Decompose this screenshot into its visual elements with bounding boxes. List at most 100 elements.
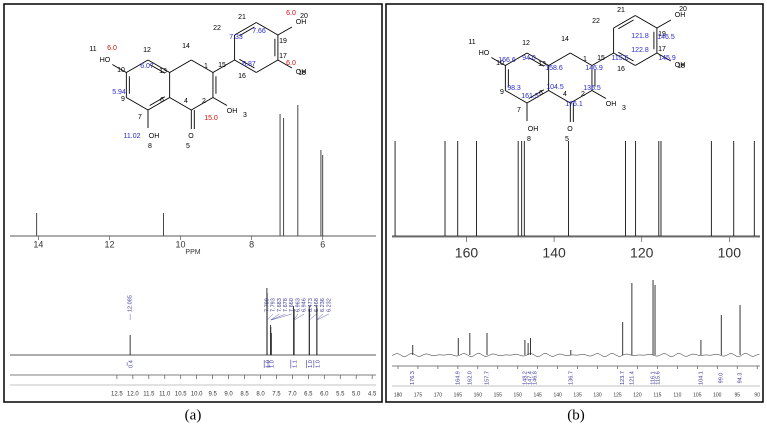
shift-label: 94.0 bbox=[522, 55, 536, 62]
shift-label: 115.6 bbox=[612, 55, 629, 62]
bond bbox=[126, 97, 149, 111]
x-tick-label: 14 bbox=[33, 239, 43, 249]
x-tick-label: 120 bbox=[633, 392, 642, 398]
peak-leader bbox=[294, 313, 305, 321]
x-tick-label: 135 bbox=[573, 392, 582, 398]
atom-number: 5 bbox=[186, 143, 190, 150]
atom-number: 15 bbox=[218, 62, 226, 69]
shift-label: 145.9 bbox=[658, 55, 676, 62]
x-tick-label: 11.5 bbox=[143, 392, 155, 398]
peak-label: 6.468 bbox=[314, 298, 320, 312]
peak-label: 123.7 bbox=[620, 371, 626, 385]
atom-number: 19 bbox=[279, 38, 287, 45]
atom-number: 21 bbox=[238, 14, 246, 21]
x-tick-label: 155 bbox=[494, 392, 503, 398]
x-tick-label: 10.5 bbox=[175, 392, 187, 398]
bond bbox=[239, 58, 255, 69]
x-tick-label: 10.0 bbox=[191, 392, 203, 398]
shift-label: 122.8 bbox=[631, 47, 649, 54]
functional-group: O bbox=[567, 126, 573, 133]
atom-number: 1 bbox=[204, 63, 208, 70]
bond bbox=[548, 90, 571, 104]
x-tick-label: 8.0 bbox=[256, 392, 265, 398]
caption: (b) bbox=[567, 407, 585, 423]
x-tick-label: 140 bbox=[542, 245, 566, 261]
functional-group: OH bbox=[296, 69, 307, 76]
atom-number: 2 bbox=[202, 98, 206, 105]
peak-label: 6.232 bbox=[326, 298, 332, 312]
bond bbox=[548, 52, 571, 66]
atom-number: 3 bbox=[243, 112, 247, 119]
atom-number: 21 bbox=[617, 7, 625, 14]
bond bbox=[239, 26, 255, 37]
functional-group: O bbox=[188, 133, 194, 140]
bond bbox=[169, 59, 192, 73]
integral-label: 1.1 bbox=[292, 360, 298, 368]
bond bbox=[656, 52, 672, 62]
x-tick-label: 6 bbox=[320, 239, 325, 249]
bond bbox=[234, 59, 257, 73]
bond bbox=[169, 97, 192, 111]
bond bbox=[149, 96, 166, 106]
peak-label: 94.3 bbox=[737, 373, 743, 384]
bond bbox=[277, 59, 293, 69]
peak-label: 176.3 bbox=[410, 371, 416, 385]
atom-number: 17 bbox=[279, 53, 287, 60]
bond bbox=[591, 90, 607, 99]
caption: (a) bbox=[185, 407, 202, 423]
x-tick-label: 5.0 bbox=[352, 392, 361, 398]
atom-number: 10 bbox=[496, 60, 504, 67]
peak-label: 6.236 bbox=[320, 298, 326, 312]
bond bbox=[234, 22, 257, 36]
functional-group: OH bbox=[296, 19, 307, 26]
bond bbox=[126, 59, 149, 73]
peak-label: 136.7 bbox=[568, 371, 574, 385]
peak-label: 146.8 bbox=[532, 371, 538, 385]
integral-label: 1.0 bbox=[315, 360, 321, 368]
x-tick-label: 4.5 bbox=[368, 392, 377, 398]
peak-label: 7.660 bbox=[289, 298, 295, 312]
x-tick-label: 120 bbox=[630, 245, 654, 261]
shift-label: 158.6 bbox=[545, 65, 563, 72]
oh-shift-label: 15.0 bbox=[204, 115, 218, 122]
x-tick-label: 5.5 bbox=[336, 392, 345, 398]
shift-label: 146.9 bbox=[585, 65, 603, 72]
x-tick-label: 6.5 bbox=[304, 392, 313, 398]
atom-number: 11 bbox=[468, 39, 475, 46]
atom-number: 22 bbox=[213, 25, 221, 32]
x-tick-label: 7.0 bbox=[288, 392, 297, 398]
x-tick-label: 125 bbox=[613, 392, 622, 398]
shift-label: 136.5 bbox=[583, 85, 601, 92]
bond bbox=[256, 59, 279, 73]
x-tick-label: 110 bbox=[673, 392, 681, 398]
shift-label: 6.87 bbox=[242, 61, 256, 68]
peak-leader bbox=[266, 313, 274, 321]
shift-label: 7.66 bbox=[252, 28, 266, 35]
atom-number: 6 bbox=[539, 90, 543, 97]
bond bbox=[112, 64, 127, 73]
atom-number: 9 bbox=[500, 89, 504, 96]
atom-number: 22 bbox=[592, 18, 600, 25]
panel-frame bbox=[3, 3, 383, 403]
functional-group: OH bbox=[606, 101, 617, 108]
bond bbox=[491, 57, 506, 66]
shift-label: 166.6 bbox=[498, 57, 516, 64]
shift-label: 104.5 bbox=[546, 84, 564, 91]
atom-number: 12 bbox=[522, 40, 530, 47]
atom-number: 16 bbox=[238, 73, 246, 80]
peak-label: 12.085 bbox=[128, 295, 134, 312]
bond bbox=[277, 26, 293, 36]
x-axis-label: PPM bbox=[185, 249, 200, 256]
atom-number: 13 bbox=[159, 68, 167, 75]
x-tick-label: 150 bbox=[514, 392, 523, 398]
bond bbox=[149, 64, 166, 74]
x-tick-label: 9.5 bbox=[208, 392, 217, 398]
x-tick-label: 95 bbox=[734, 392, 740, 398]
peak-leader bbox=[309, 313, 317, 321]
x-tick-label: 160 bbox=[455, 245, 479, 261]
integral-label: 1.0 bbox=[266, 360, 272, 368]
atom-number: 10 bbox=[117, 67, 125, 74]
atom-number: 19 bbox=[658, 31, 666, 38]
x-tick-label: 8.5 bbox=[240, 392, 249, 398]
functional-group: OH bbox=[675, 62, 686, 69]
